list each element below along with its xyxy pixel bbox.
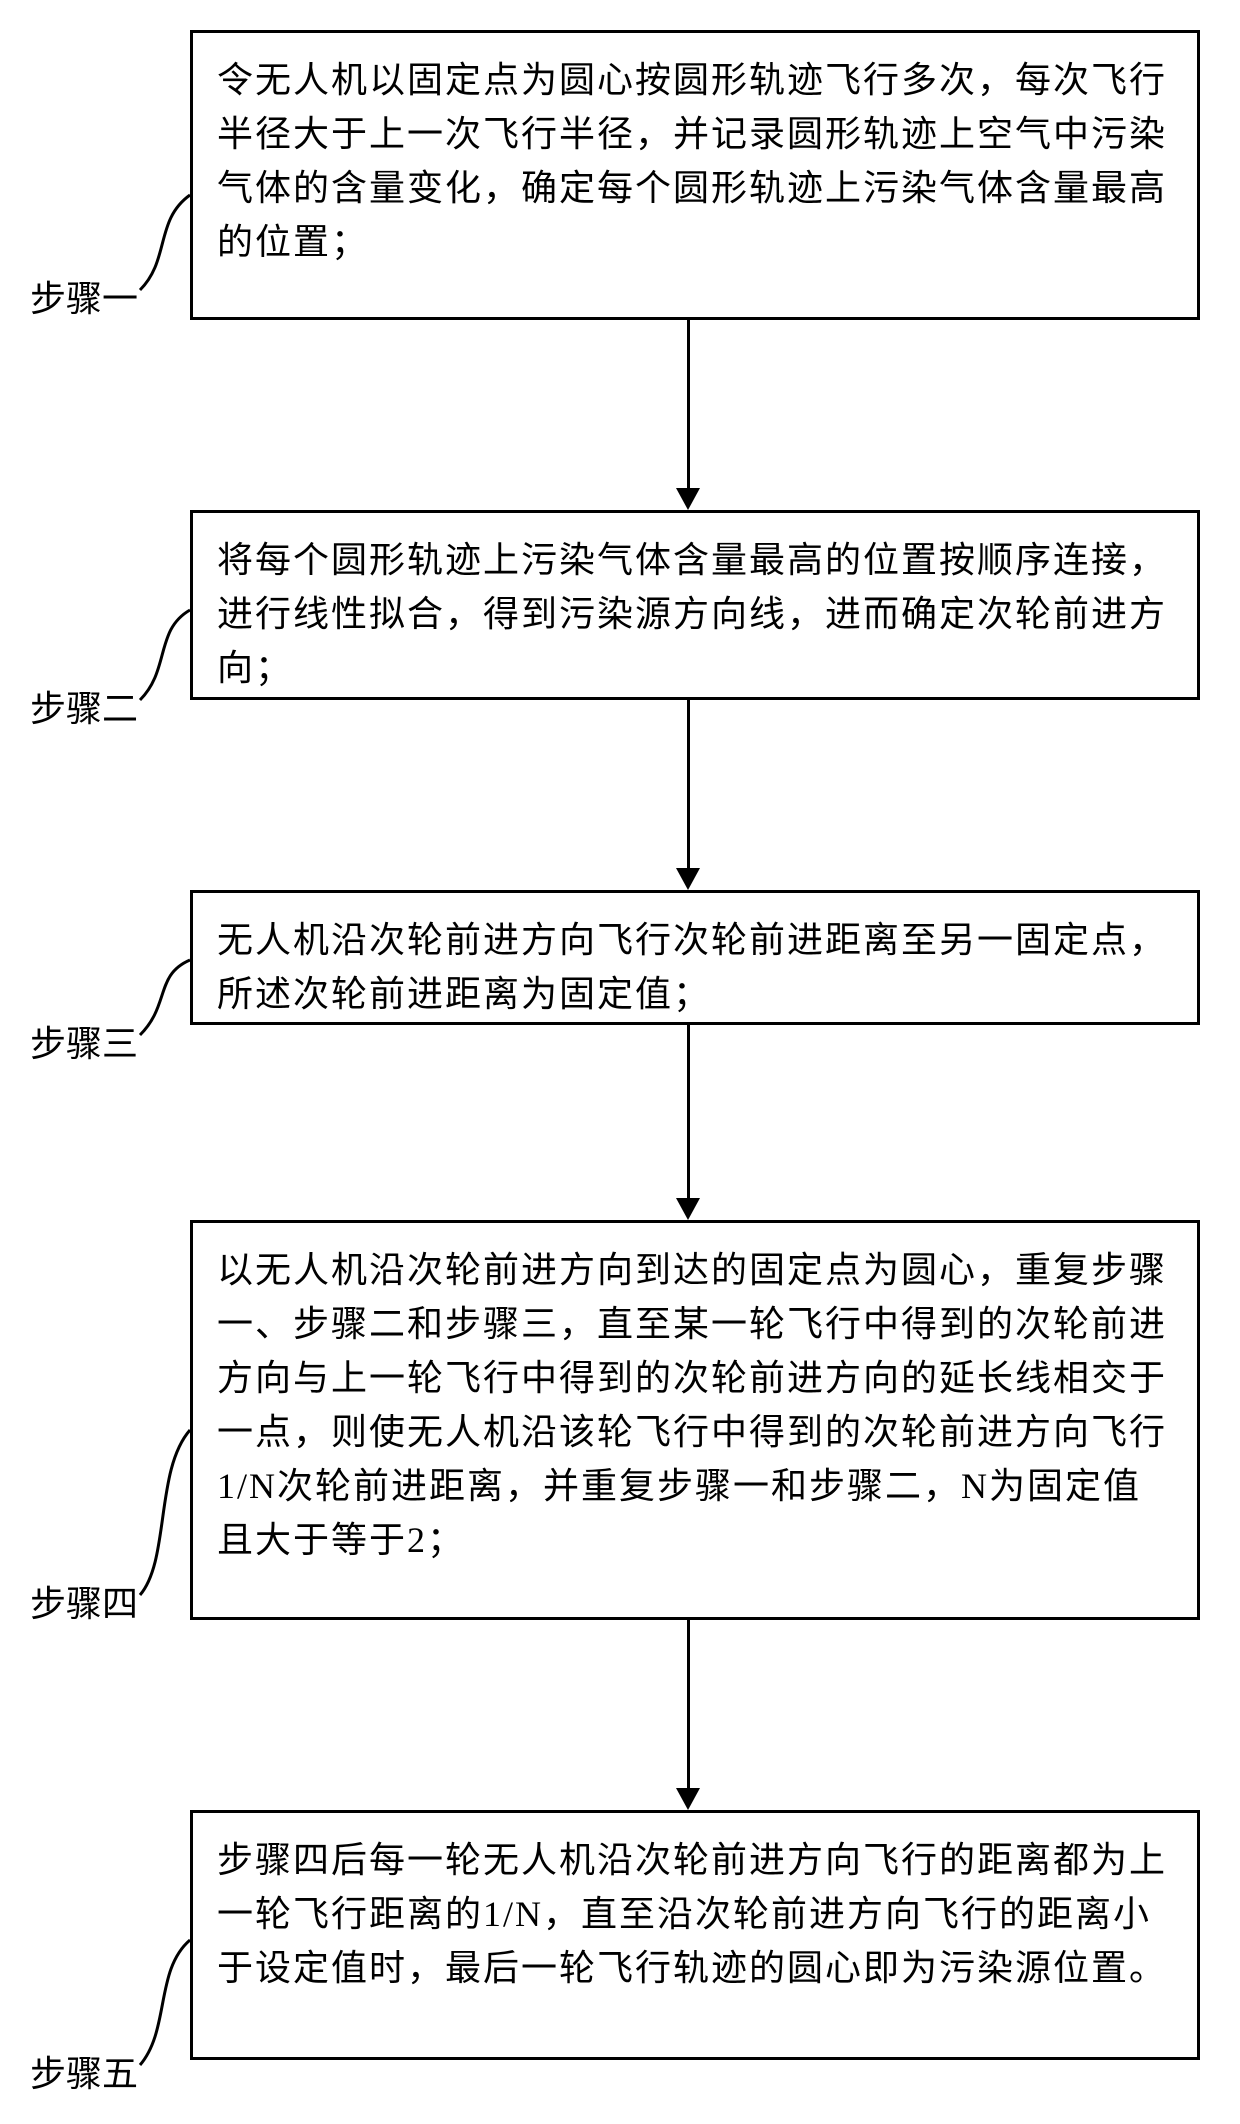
connector-curve-5 xyxy=(0,0,200,2090)
arrow-head-2 xyxy=(676,868,700,890)
step-text-5: 步骤四后每一轮无人机沿次轮前进方向飞行的距离都为上一轮飞行距离的1/N，直至沿次… xyxy=(217,1840,1167,1988)
step-text-3: 无人机沿次轮前进方向飞行次轮前进距离至另一固定点，所述次轮前进距离为固定值； xyxy=(217,920,1167,1014)
step-box-5: 步骤四后每一轮无人机沿次轮前进方向飞行的距离都为上一轮飞行距离的1/N，直至沿次… xyxy=(190,1810,1200,2060)
arrow-line-3 xyxy=(687,1025,690,1198)
arrow-head-3 xyxy=(676,1198,700,1220)
arrow-line-4 xyxy=(687,1620,690,1788)
arrow-head-1 xyxy=(676,488,700,510)
arrow-line-2 xyxy=(687,700,690,868)
arrow-line-1 xyxy=(687,320,690,488)
step-box-2: 将每个圆形轨迹上污染气体含量最高的位置按顺序连接，进行线性拟合，得到污染源方向线… xyxy=(190,510,1200,700)
step-box-4: 以无人机沿次轮前进方向到达的固定点为圆心，重复步骤一、步骤二和步骤三，直至某一轮… xyxy=(190,1220,1200,1620)
step-box-3: 无人机沿次轮前进方向飞行次轮前进距离至另一固定点，所述次轮前进距离为固定值； xyxy=(190,890,1200,1025)
step-box-1: 令无人机以固定点为圆心按圆形轨迹飞行多次，每次飞行半径大于上一次飞行半径，并记录… xyxy=(190,30,1200,320)
step-text-1: 令无人机以固定点为圆心按圆形轨迹飞行多次，每次飞行半径大于上一次飞行半径，并记录… xyxy=(217,60,1167,262)
step-text-4: 以无人机沿次轮前进方向到达的固定点为圆心，重复步骤一、步骤二和步骤三，直至某一轮… xyxy=(217,1250,1167,1560)
arrow-head-4 xyxy=(676,1788,700,1810)
step-text-2: 将每个圆形轨迹上污染气体含量最高的位置按顺序连接，进行线性拟合，得到污染源方向线… xyxy=(217,540,1167,688)
